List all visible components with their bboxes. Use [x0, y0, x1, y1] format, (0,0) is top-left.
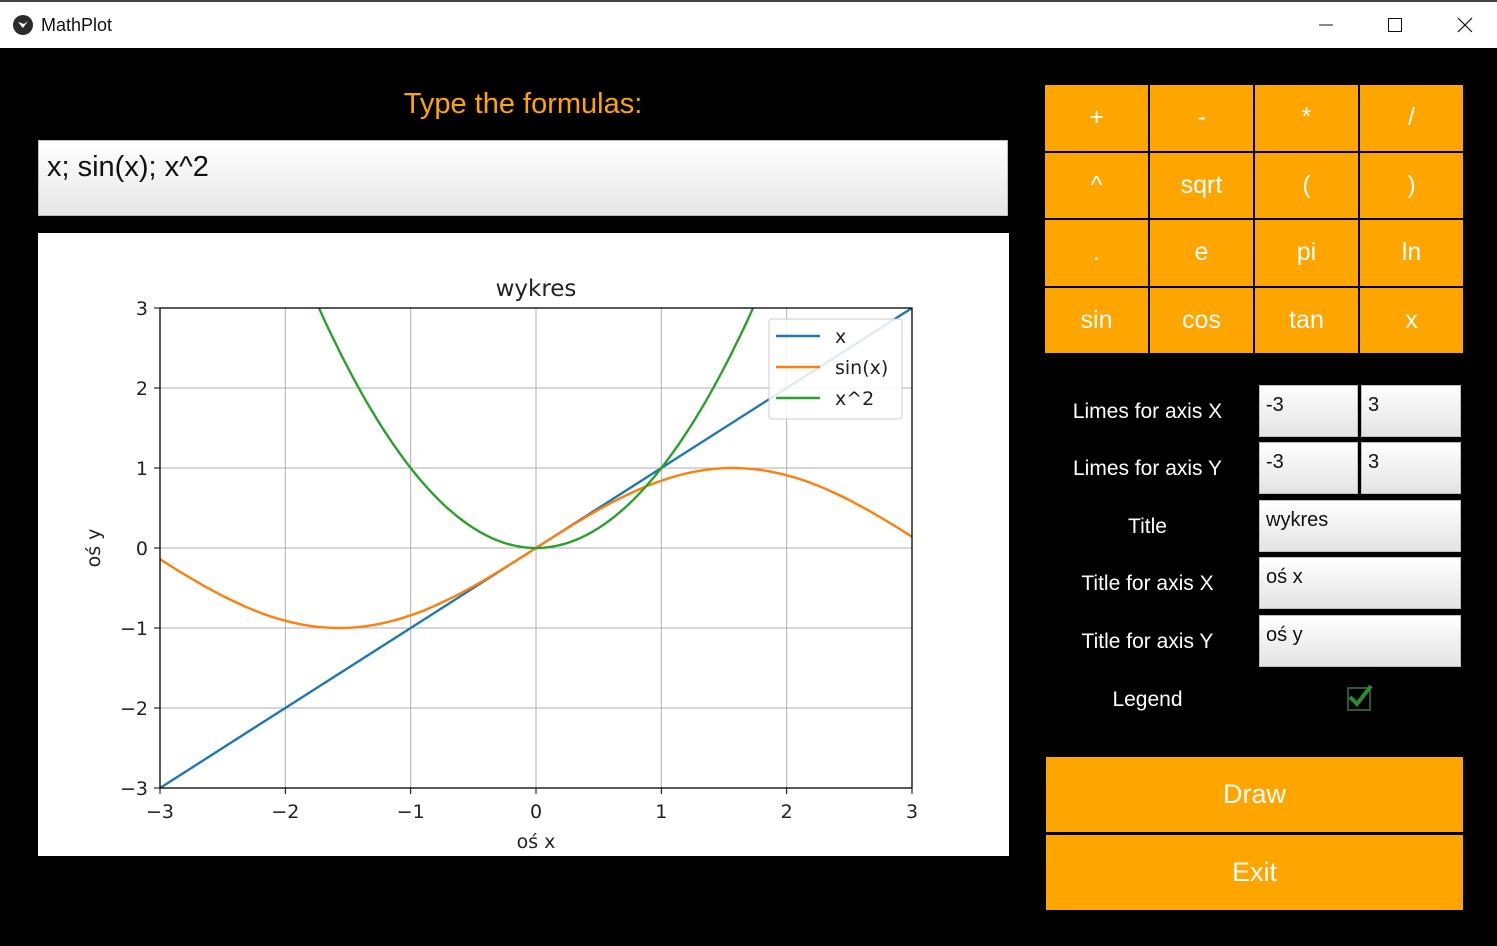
keypad-key[interactable]: cos	[1150, 287, 1253, 353]
keypad-key[interactable]: *	[1255, 85, 1358, 151]
y-tick-label: 1	[136, 458, 148, 480]
y-tick-label: 3	[136, 298, 148, 320]
keypad-key[interactable]: (	[1255, 152, 1358, 218]
x-max-input[interactable]: 3	[1361, 385, 1461, 437]
keypad-key[interactable]: e	[1150, 220, 1253, 286]
keypad-key[interactable]: ^	[1045, 152, 1148, 218]
title-input[interactable]: wykres	[1259, 500, 1461, 552]
keypad-key[interactable]: ln	[1360, 220, 1463, 286]
formula-input[interactable]: x; sin(x); x^2	[38, 140, 1008, 216]
x-tick-label: −2	[271, 801, 299, 823]
y-tick-label: −2	[120, 698, 148, 720]
y-title-label: Title for axis Y	[1081, 630, 1214, 653]
plot-canvas: −3 −2 −1 0 1 2 3 −3 −2 −1 0 1 2 3 wykres oś x oś y x sin(x…	[38, 233, 1009, 856]
x-min-input[interactable]: -3	[1259, 385, 1358, 437]
x-tick-label: −3	[146, 801, 174, 823]
x-axis-title: oś x	[517, 831, 556, 853]
window-title: MathPlot	[41, 15, 113, 35]
legend-entry: x	[835, 326, 846, 348]
app-logo-icon	[13, 15, 33, 35]
formula-prompt-label: Type the formulas:	[403, 88, 643, 120]
keypad-key[interactable]: +	[1045, 85, 1148, 151]
y-min-input[interactable]: -3	[1259, 442, 1358, 494]
y-max-input[interactable]: 3	[1361, 442, 1461, 494]
x-title-input[interactable]: oś x	[1259, 557, 1461, 609]
y-tick-label: 0	[136, 538, 148, 560]
minimize-icon	[1319, 24, 1333, 26]
legend-checkbox[interactable]	[1347, 684, 1373, 711]
maximize-button[interactable]	[1360, 2, 1430, 48]
exit-button[interactable]: Exit	[1046, 835, 1463, 910]
window-titlebar: MathPlot	[0, 0, 1497, 48]
series-line-x2	[317, 308, 755, 550]
y-title-input[interactable]: oś y	[1259, 615, 1461, 667]
keypad-key[interactable]: tan	[1255, 287, 1358, 353]
x-tick-label: 3	[906, 801, 918, 823]
keypad-key[interactable]: /	[1360, 85, 1463, 151]
chart-svg: −3 −2 −1 0 1 2 3 −3 −2 −1 0 1 2 3 wykres oś x oś y x sin(x…	[83, 276, 918, 853]
keypad-key[interactable]: .	[1045, 220, 1148, 286]
keypad-key[interactable]: sin	[1045, 287, 1148, 353]
chart-title: wykres	[496, 276, 577, 302]
legend-entry: x^2	[835, 388, 874, 410]
y-tick-label: −1	[120, 618, 148, 640]
y-limits-label: Limes for axis Y	[1073, 457, 1222, 480]
checkmark-icon	[1348, 684, 1373, 707]
close-button[interactable]	[1430, 2, 1497, 48]
x-tick-label: 2	[781, 801, 793, 823]
x-tick-label: 1	[655, 801, 667, 823]
y-tick-label: 2	[136, 378, 148, 400]
close-icon	[1457, 17, 1473, 33]
x-limits-label: Limes for axis X	[1072, 400, 1223, 423]
keypad-key[interactable]: sqrt	[1150, 152, 1253, 218]
keypad-key[interactable]: x	[1360, 287, 1463, 353]
title-label: Title	[1128, 515, 1167, 538]
keypad-key[interactable]: -	[1150, 85, 1253, 151]
legend-entry: sin(x)	[835, 357, 888, 379]
maximize-icon	[1388, 18, 1402, 32]
keypad-key[interactable]: )	[1360, 152, 1463, 218]
keypad-key[interactable]: pi	[1255, 220, 1358, 286]
y-tick-label: −3	[120, 778, 148, 800]
formula-keypad: + - * / ^ sqrt(). e pi ln sin cos tan x	[1045, 85, 1463, 353]
legend-label: Legend	[1112, 688, 1183, 711]
x-tick-label: 0	[530, 801, 542, 823]
x-tick-label: −1	[397, 801, 425, 823]
legend-box	[768, 318, 903, 420]
y-axis-title: oś y	[83, 529, 105, 568]
x-title-label: Title for axis X	[1081, 572, 1214, 595]
draw-button[interactable]: Draw	[1046, 757, 1463, 832]
minimize-button[interactable]	[1291, 2, 1361, 48]
